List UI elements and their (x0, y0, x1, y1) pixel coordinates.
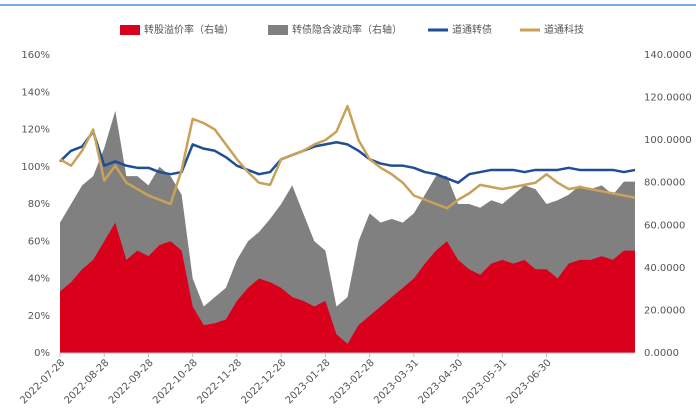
y-tick-label: 120% (21, 125, 50, 136)
legend-swatch (120, 25, 140, 35)
y-tick-label: 80% (28, 199, 50, 210)
y-tick-label: 60% (28, 236, 50, 247)
y-tick-label: 160% (21, 50, 50, 61)
x-tick-label: 2023-06-30 (505, 357, 554, 406)
y-tick-label: 0% (34, 348, 50, 359)
y-tick-label: 40% (28, 274, 50, 285)
legend-label: 道通转债 (452, 23, 492, 36)
legend-label: 转债隐含波动率（右轴） (292, 23, 402, 36)
x-tick-label: 2022-12-28 (240, 357, 289, 406)
x-tick-label: 2023-02-28 (328, 357, 377, 406)
area (60, 222, 635, 353)
y2-tick-label: 20.0000 (644, 305, 685, 316)
x-tick-label: 2023-04-30 (416, 357, 465, 406)
x-tick-label: 2023-01-28 (284, 357, 333, 406)
x-tick-label: 2022-07-28 (18, 357, 67, 406)
y2-tick-label: 100.0000 (644, 135, 692, 146)
x-tick-label: 2022-10-28 (151, 357, 200, 406)
y2-tick-label: 0.0000 (644, 348, 679, 359)
y-tick-label: 100% (21, 162, 50, 173)
y2-tick-label: 140.0000 (644, 50, 692, 61)
x-tick-label: 2022-08-28 (63, 357, 112, 406)
legend-label: 转股溢价率（右轴） (144, 23, 234, 36)
y2-tick-label: 80.0000 (644, 178, 685, 189)
y-tick-label: 140% (21, 87, 50, 98)
y2-tick-label: 60.0000 (644, 220, 685, 231)
x-tick-label: 2022-09-28 (107, 357, 156, 406)
line (59, 130, 636, 184)
x-tick-label: 2023-05-31 (461, 357, 510, 406)
y-tick-label: 20% (28, 311, 50, 322)
line (59, 104, 636, 210)
y2-tick-label: 120.0000 (644, 93, 692, 104)
x-tick-label: 2022-11-28 (195, 357, 244, 406)
y2-tick-label: 40.0000 (644, 263, 685, 274)
x-tick-label: 2023-03-31 (372, 357, 421, 406)
legend-label: 道通科技 (544, 23, 584, 36)
legend-swatch (268, 25, 288, 35)
